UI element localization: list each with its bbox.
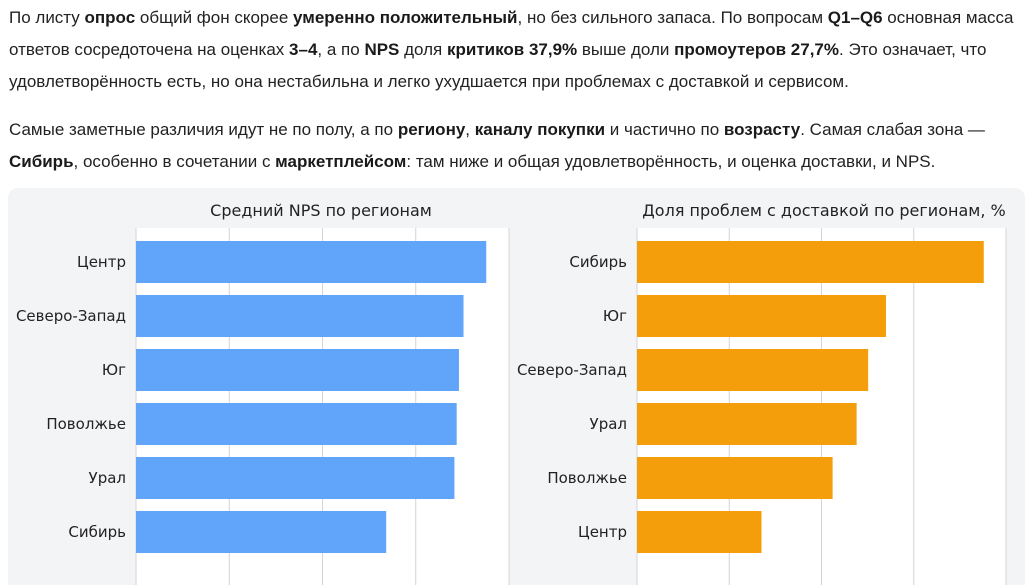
chart-2-bar <box>637 349 869 391</box>
summary-p2-run-4: и частично по <box>605 120 724 139</box>
summary-p1-run-10: доля <box>399 40 447 59</box>
summary-p1-run-1: опрос <box>84 8 136 27</box>
chart-2-bar <box>637 511 762 553</box>
charts-svg: Средний NPS по регионам Центр Северо-Запад… <box>16 201 1007 585</box>
summary-p1-run-2: общий фон скорее <box>135 8 294 27</box>
chart-2-category-label: Урал <box>590 415 627 433</box>
summary-p1-run-0: По листу <box>9 8 85 27</box>
summary-p1-run-3: умеренно положительный <box>293 8 518 27</box>
summary-p1-run-14: . Это означает, что удовлетворённость ес… <box>9 40 987 91</box>
chart-2-bar <box>637 295 886 337</box>
summary-p2-run-10: : там ниже и общая удовлетворённость, и … <box>406 152 936 171</box>
summary-p2-run-0: Самые заметные различия идут не по полу,… <box>9 120 398 139</box>
summary-p2-run-5: возрасту <box>723 120 801 139</box>
chart-1-category-label: Юг <box>102 361 126 379</box>
chart-2-category-label: Поволжье <box>547 469 627 487</box>
chart-2: Доля проблем с доставкой по регионам, % С… <box>517 201 1007 585</box>
chart-1-category-label: Центр <box>77 253 126 271</box>
summary-p1-run-12: выше доли <box>577 40 675 59</box>
summary-p2-run-7: Сибирь <box>9 152 74 171</box>
summary-p1-run-5: Q1–Q6 <box>827 8 883 27</box>
chart-1-bar <box>136 349 459 391</box>
summary-p1-run-6: основная масса ответов сосредоточена на … <box>9 8 1014 59</box>
summary-p1-run-8: , а по <box>317 40 365 59</box>
chart-1-category-label: Урал <box>89 469 126 487</box>
chart-1-category-label: Северо-Запад <box>16 307 126 325</box>
chart-2-category-label: Северо-Запад <box>517 361 627 379</box>
summary-p2-run-2: , <box>465 120 475 139</box>
chart-2-category-label: Центр <box>578 523 627 541</box>
chart-2-category-label: Юг <box>603 307 627 325</box>
summary-p2-run-6: . Самая слабая зона — <box>800 120 985 139</box>
chart-2-bar <box>637 457 833 499</box>
chart-1-bar <box>136 511 387 553</box>
chart-2-bar <box>637 403 857 445</box>
chart-1-bar <box>136 241 487 283</box>
chart-2-title: Доля проблем с доставкой по регионам, % <box>642 201 1005 220</box>
chart-1-bar <box>136 295 464 337</box>
summary-p1-run-7: 3–4 <box>289 40 318 59</box>
chart-1-bar <box>136 403 457 445</box>
summary-p1-run-11: критиков 37,9% <box>446 40 578 59</box>
summary-p2-run-8: , особенно в сочетании с <box>73 152 276 171</box>
chart-2-bar <box>637 241 984 283</box>
chart-2-category-label: Сибирь <box>569 253 627 271</box>
summary-p1-run-4: , но без сильного запаса. По вопросам <box>517 8 828 27</box>
charts-panel: Средний NPS по регионам Центр Северо-Запад… <box>8 188 1025 585</box>
summary-p1-run-13: промоутеров 27,7% <box>674 40 840 59</box>
chart-1: Средний NPS по регионам Центр Северо-Запад… <box>16 201 510 585</box>
summary-p2-run-1: региону <box>397 120 466 139</box>
summary-p2-run-3: каналу покупки <box>474 120 606 139</box>
chart-1-title: Средний NPS по регионам <box>210 201 432 220</box>
chart-1-category-label: Поволжье <box>46 415 126 433</box>
chart-1-category-label: Сибирь <box>68 523 126 541</box>
summary-paragraph-1: По листу опрос общий фон скорее умеренно… <box>9 2 1024 98</box>
summary-p2-run-9: маркетплейсом <box>275 152 407 171</box>
summary-paragraph-2: Самые заметные различия идут не по полу,… <box>9 114 1024 178</box>
summary-p1-run-9: NPS <box>364 40 400 59</box>
chart-1-bar <box>136 457 455 499</box>
